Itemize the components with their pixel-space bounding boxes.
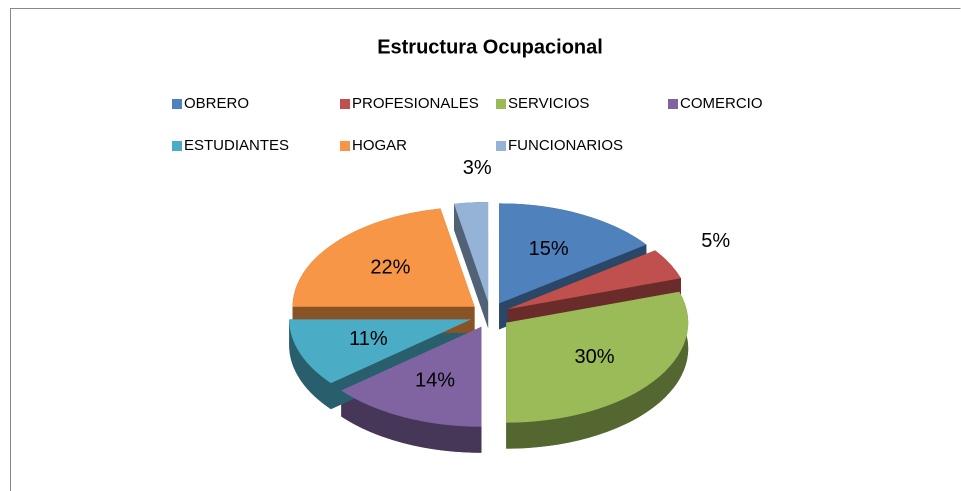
data-labels: 15% 5% 30% 14% 11% 22% 3%: [349, 157, 730, 391]
slice: [507, 250, 681, 310]
data-label: 5%: [701, 230, 730, 252]
legend-label: SERVICIOS: [508, 95, 589, 112]
slice-rim: [506, 291, 689, 449]
slice: [454, 202, 489, 303]
legend-swatch: [496, 141, 506, 151]
data-label: 14%: [415, 369, 455, 391]
legend-swatch: [340, 99, 350, 109]
slice: [506, 291, 689, 423]
legend-swatch: [496, 99, 506, 109]
chart-title: Estructura Ocupacional: [377, 36, 603, 58]
legend-swatch: [668, 99, 678, 109]
slice-rim: [341, 390, 482, 453]
data-label: 15%: [529, 238, 569, 260]
data-label: 3%: [463, 157, 492, 179]
legend-label: COMERCIO: [680, 95, 763, 112]
legend-swatch: [172, 99, 182, 109]
chart-frame: [10, 8, 961, 491]
legend-label: HOGAR: [352, 137, 407, 154]
data-label: 11%: [349, 328, 388, 350]
slice-rim: [289, 319, 331, 410]
legend-label: PROFESIONALES: [352, 95, 479, 112]
legend-swatch: [340, 141, 350, 151]
legend-swatch: [172, 141, 182, 151]
slice-face: [454, 203, 489, 329]
data-label: 30%: [575, 346, 615, 368]
pie-tops: [289, 202, 689, 427]
slice: [341, 326, 482, 427]
slice: [499, 203, 647, 304]
slice: [292, 208, 475, 307]
legend: OBRERO PROFESIONALES SERVICIOS COMERCIO ESTU…: [172, 95, 763, 154]
data-label: 22%: [370, 257, 410, 279]
legend-label: OBRERO: [184, 95, 249, 112]
slice: [289, 319, 472, 384]
legend-label: ESTUDIANTES: [184, 137, 289, 154]
legend-label: FUNCIONARIOS: [508, 137, 623, 154]
